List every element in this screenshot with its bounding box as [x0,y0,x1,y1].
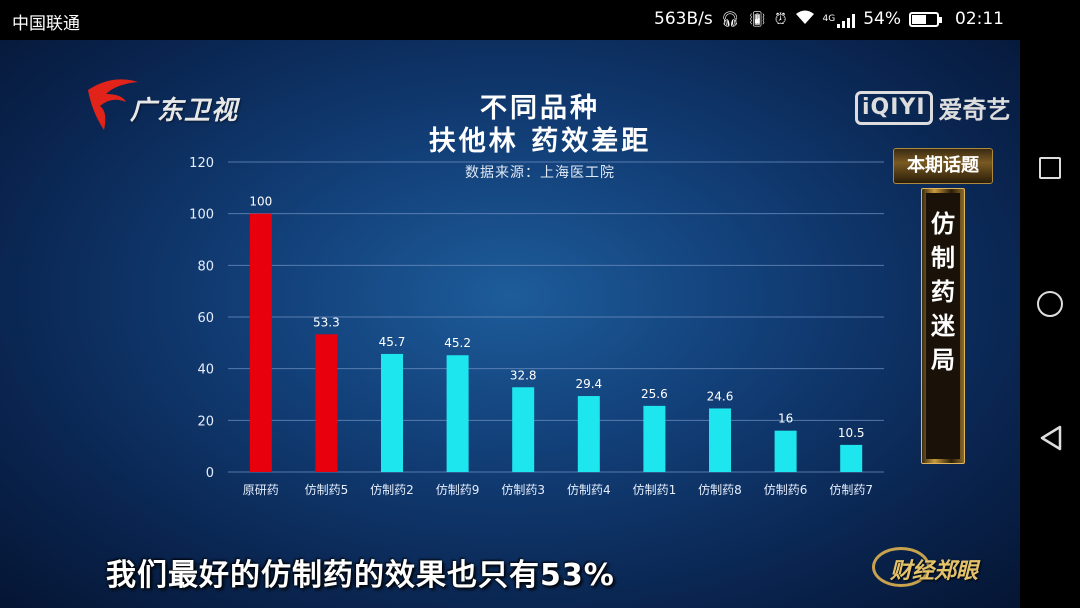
topic-char: 制 [931,244,955,272]
bar [577,396,600,472]
topic-banner: 本期话题 仿 制 药 迷 局 [893,148,993,468]
chart-title: 不同品种 扶他林 药效差距 [220,92,860,158]
headphone-icon: 🎧︎ [720,10,740,28]
data-label: 29.4 [575,377,602,391]
data-label: 10.5 [838,426,865,440]
x-tick-label: 仿制药2 [370,483,414,497]
chart-source: 数据来源：上海医工院 [465,165,615,181]
square-icon [1039,157,1061,179]
bar [446,355,469,472]
topic-pole: 仿 制 药 迷 局 [921,188,965,464]
bar [643,405,666,472]
network-type: 4G [822,14,836,24]
back-triangle-icon [1040,425,1062,451]
x-tick-label: 仿制药5 [305,483,349,497]
y-tick-label: 100 [189,208,214,223]
data-label: 100 [249,195,272,209]
video-subtitle: 我们最好的仿制药的效果也只有53% [106,558,615,593]
home-button[interactable] [1020,274,1080,334]
y-tick-label: 40 [197,363,214,378]
y-tick-label: 0 [206,466,214,481]
channel-name: 广东卫视 [130,96,239,126]
back-button[interactable] [1020,408,1080,468]
recents-button[interactable] [1020,139,1080,199]
x-tick-label: 仿制药6 [764,483,808,497]
data-label: 45.7 [379,335,406,349]
bar [774,430,797,472]
x-tick-label: 仿制药7 [829,483,873,497]
x-tick-label: 仿制药3 [501,483,545,497]
topic-char: 局 [931,346,955,374]
signal-icon: 4G [823,10,856,28]
battery-percent: 54% [863,9,901,29]
data-label: 25.6 [641,387,668,401]
data-label: 53.3 [313,315,340,329]
topic-title: 仿 制 药 迷 局 [922,207,964,377]
chart-title-line2: 扶他林 药效差距 [428,126,652,157]
iqiyi-logo: iQIYI 爱奇艺 [855,90,1011,125]
data-label: 45.2 [444,336,471,350]
y-tick-label: 80 [197,259,214,274]
eye-ring-icon [872,547,930,587]
bar [512,387,535,472]
alarm-icon: ⏰︎ [774,10,787,28]
status-bar: 中国联通 563B/s 🎧︎ 📳︎ ⏰︎ 4G 54% 02:11 [0,0,1080,40]
status-icons: 563B/s 🎧︎ 📳︎ ⏰︎ 4G 54% 02:11 [654,9,1004,29]
battery-icon [909,11,942,27]
x-tick-label: 仿制药8 [698,483,742,497]
x-tick-label: 原研药 [243,483,279,497]
bar-chart: 0 20 40 60 80 100 120 100 原研药 53.3 仿制药5 45.7 仿制药2 45.… [189,156,884,497]
vibrate-icon: 📳︎ [747,10,767,28]
x-tick-label: 仿制药4 [567,483,611,497]
bar [840,444,863,472]
topic-char: 迷 [931,312,955,340]
x-tick-label: 仿制药1 [633,483,677,497]
iqiyi-name: 爱奇艺 [938,96,1011,124]
channel-mark-icon [88,79,138,130]
program-logo: 财经郑眼 [872,545,1002,591]
y-tick-label: 120 [189,156,214,171]
program-name: 财经郑眼 [890,559,979,584]
clock: 02:11 [955,9,1004,29]
chart-title-line1: 不同品种 [480,93,600,124]
video-frame[interactable]: 广东卫视 iQIYI 爱奇艺 本期话题 仿 制 药 迷 局 不同品种 扶他林 药… [0,40,1020,608]
circle-icon [1037,291,1063,317]
y-tick-label: 60 [197,311,214,326]
bar [381,353,403,472]
carrier-name: 中国联通 [12,14,80,34]
iqiyi-box: iQIYI [855,90,933,125]
data-label: 16 [778,412,793,426]
navigation-bar [1020,0,1080,608]
topic-char: 仿 [931,210,955,238]
guangdong-tv-logo: 广东卫视 [82,72,252,132]
data-label: 24.6 [707,389,734,403]
bar [315,334,338,472]
x-tick-label: 仿制药9 [436,483,480,497]
network-speed: 563B/s [654,9,713,29]
bar [249,213,272,472]
data-label: 32.8 [510,368,537,382]
topic-char: 药 [931,278,955,306]
topic-header: 本期话题 [893,148,993,184]
wifi-icon [795,9,815,29]
bar [709,408,731,472]
y-tick-label: 20 [197,414,214,429]
